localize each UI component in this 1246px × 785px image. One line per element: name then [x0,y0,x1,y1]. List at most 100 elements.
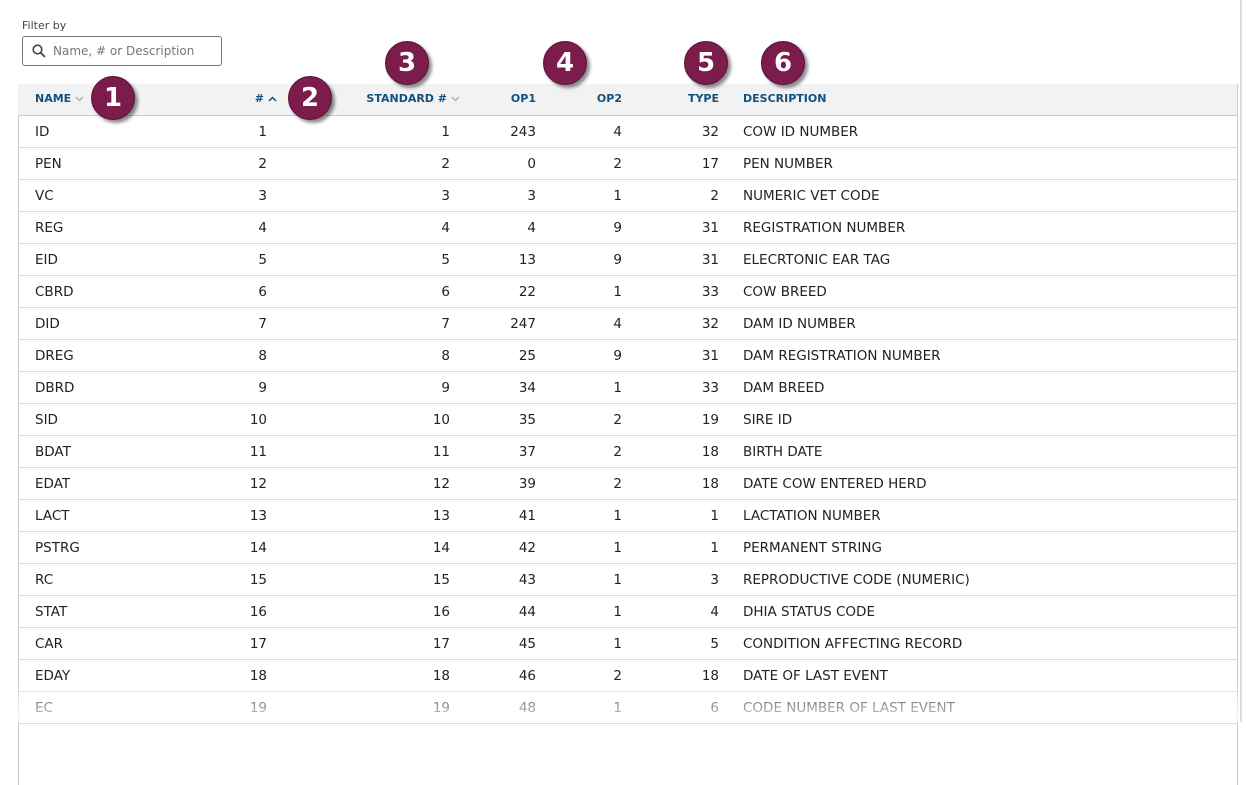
column-header-number[interactable]: # [255,92,277,105]
cell-name: BDAT [35,444,71,460]
cell-name: VC [35,188,54,204]
cell-number: 16 [249,604,267,620]
cell-description: PEN NUMBER [743,156,833,172]
cell-type: 4 [710,604,719,620]
cell-op1: 243 [510,124,536,140]
cell-description: COW BREED [743,284,827,300]
cell-op2: 1 [613,188,622,204]
cell-type: 18 [701,476,719,492]
cell-op1: 13 [518,252,536,268]
table-header [18,84,1237,116]
cell-op1: 42 [518,540,536,556]
column-header-op2[interactable]: OP2 [597,92,622,105]
cell-op2: 1 [613,508,622,524]
table-row[interactable] [19,596,1237,628]
cell-standard-number: 6 [441,284,450,300]
cell-name: REG [35,220,64,236]
cell-description: DHIA STATUS CODE [743,604,875,620]
cell-type: 32 [701,316,719,332]
cell-name: ID [35,124,50,140]
callout-badge: 5 [684,41,728,85]
cell-op1: 3 [527,188,536,204]
cell-number: 8 [258,348,267,364]
cell-type: 31 [701,220,719,236]
column-header-standard-number[interactable]: STANDARD # [366,92,460,105]
cell-name: EDAT [35,476,71,492]
cell-op2: 2 [613,476,622,492]
cell-description: COW ID NUMBER [743,124,859,140]
cell-op1: 43 [518,572,536,588]
cell-op2: 4 [613,316,622,332]
cell-description: DAM REGISTRATION NUMBER [743,348,941,364]
column-header-description[interactable]: DESCRIPTION [743,92,826,105]
cell-number: 11 [249,444,267,460]
table-row[interactable] [19,148,1237,180]
cell-standard-number: 12 [432,476,450,492]
cell-standard-number: 1 [441,124,450,140]
header-text: DESCRIPTION [743,92,827,105]
table-row[interactable] [19,372,1237,404]
cell-number: 4 [258,220,267,236]
column-header-op1[interactable]: OP1 [511,92,536,105]
cell-op1: 0 [527,156,536,172]
cell-description: CONDITION AFFECTING RECORD [743,636,963,652]
cell-op1: 45 [518,636,536,652]
table-row[interactable] [19,468,1237,500]
cell-type: 3 [710,572,719,588]
sort-icon [268,96,277,102]
table-row[interactable] [19,340,1237,372]
filter-label: Filter by [22,19,67,32]
cell-standard-number: 11 [432,444,450,460]
cell-description: DAM BREED [743,380,825,396]
column-header-name[interactable]: NAME [35,92,84,105]
cell-op1: 37 [518,444,536,460]
cell-number: 17 [249,636,267,652]
cell-op2: 9 [613,220,622,236]
table-row[interactable] [19,436,1237,468]
cell-description: NUMERIC VET CODE [743,188,880,204]
cell-op2: 9 [613,348,622,364]
header-text: OP1 [510,92,536,105]
table-row[interactable] [19,308,1237,340]
filter-input[interactable]: Name, # or Description [22,36,222,66]
cell-description: SIRE ID [743,412,793,428]
cell-op2: 2 [613,444,622,460]
callout-badge: 2 [288,76,332,120]
table-row[interactable] [19,244,1237,276]
cell-op2: 2 [613,156,622,172]
cell-description: REGISTRATION NUMBER [743,220,906,236]
cell-op2: 1 [613,572,622,588]
callout-badge: 1 [91,76,135,120]
cell-op2: 1 [613,284,622,300]
cell-description: DATE COW ENTERED HERD [743,476,927,492]
cell-name: SID [35,412,58,428]
cell-type: 33 [701,284,719,300]
cell-name: LACT [35,508,70,524]
sort-icon [75,96,84,102]
column-header-type[interactable]: TYPE [688,92,719,105]
cell-op1: 25 [518,348,536,364]
cell-standard-number: 3 [441,188,450,204]
cell-description: REPRODUCTIVE CODE (NUMERIC) [743,572,970,588]
table-row[interactable] [19,212,1237,244]
scroll-fade [0,680,1246,722]
callout-badge: 4 [543,41,587,85]
table-row[interactable] [19,404,1237,436]
table-row[interactable] [19,116,1237,148]
cell-type: 19 [701,412,719,428]
cell-standard-number: 4 [441,220,450,236]
cell-name: RC [35,572,54,588]
cell-number: 10 [249,412,267,428]
table-row[interactable] [19,628,1237,660]
header-text: OP2 [596,92,622,105]
header-text: STANDARD # [366,92,447,105]
table-row[interactable] [19,180,1237,212]
cell-op2: 1 [613,636,622,652]
table-row[interactable] [19,564,1237,596]
callout-badge: 6 [761,41,805,85]
table-row[interactable] [19,276,1237,308]
cell-standard-number: 5 [441,252,450,268]
table-row[interactable] [19,500,1237,532]
cell-name: STAT [35,604,68,620]
table-row[interactable] [19,532,1237,564]
